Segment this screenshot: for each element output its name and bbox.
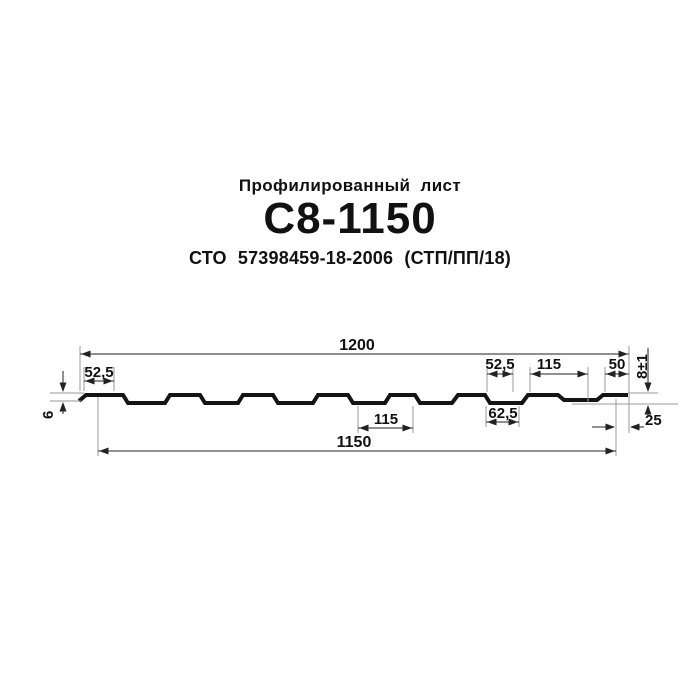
dim-label-1150: 1150: [337, 434, 372, 451]
dimension-rib-pitch-top: 115: [529, 356, 589, 402]
dimension-right-edge-overlap: 25: [592, 412, 662, 431]
dimension-rib-top-width: 52,5: [485, 356, 515, 392]
dim-label-62-5: 62,5: [488, 405, 517, 422]
dim-label-1200: 1200: [339, 337, 375, 354]
title-product-type: Профилированный лист: [238, 176, 462, 195]
dimension-rib-bottom-width: 62,5: [485, 405, 520, 427]
dimension-left-edge-height: 6: [40, 371, 84, 419]
dimension-rib-pitch-bottom: 115: [357, 406, 414, 433]
dim-label-left-52-5: 52,5: [84, 364, 113, 381]
dim-label-115-top: 115: [537, 356, 561, 373]
dim-label-115-bottom: 115: [374, 411, 398, 428]
dimension-overall-width: 1200: [79, 337, 630, 433]
dimension-working-width: 1150: [97, 397, 617, 456]
dimension-left-top-flat: 52,5: [83, 364, 115, 391]
dim-label-8-1: 8±1: [634, 354, 651, 379]
dimension-right-end-flat: 50: [604, 356, 629, 392]
sheet-profile: [77, 393, 628, 405]
title-model: С8-1150: [263, 194, 437, 243]
dim-label-25: 25: [645, 412, 662, 429]
dim-label-right-52-5: 52,5: [485, 356, 514, 373]
dimension-profile-height: 8±1: [572, 348, 678, 416]
dim-label-50: 50: [609, 356, 626, 373]
title-standard: СТО 57398459-18-2006 (СТП/ПП/18): [188, 248, 511, 268]
dim-label-6: 6: [40, 411, 57, 419]
